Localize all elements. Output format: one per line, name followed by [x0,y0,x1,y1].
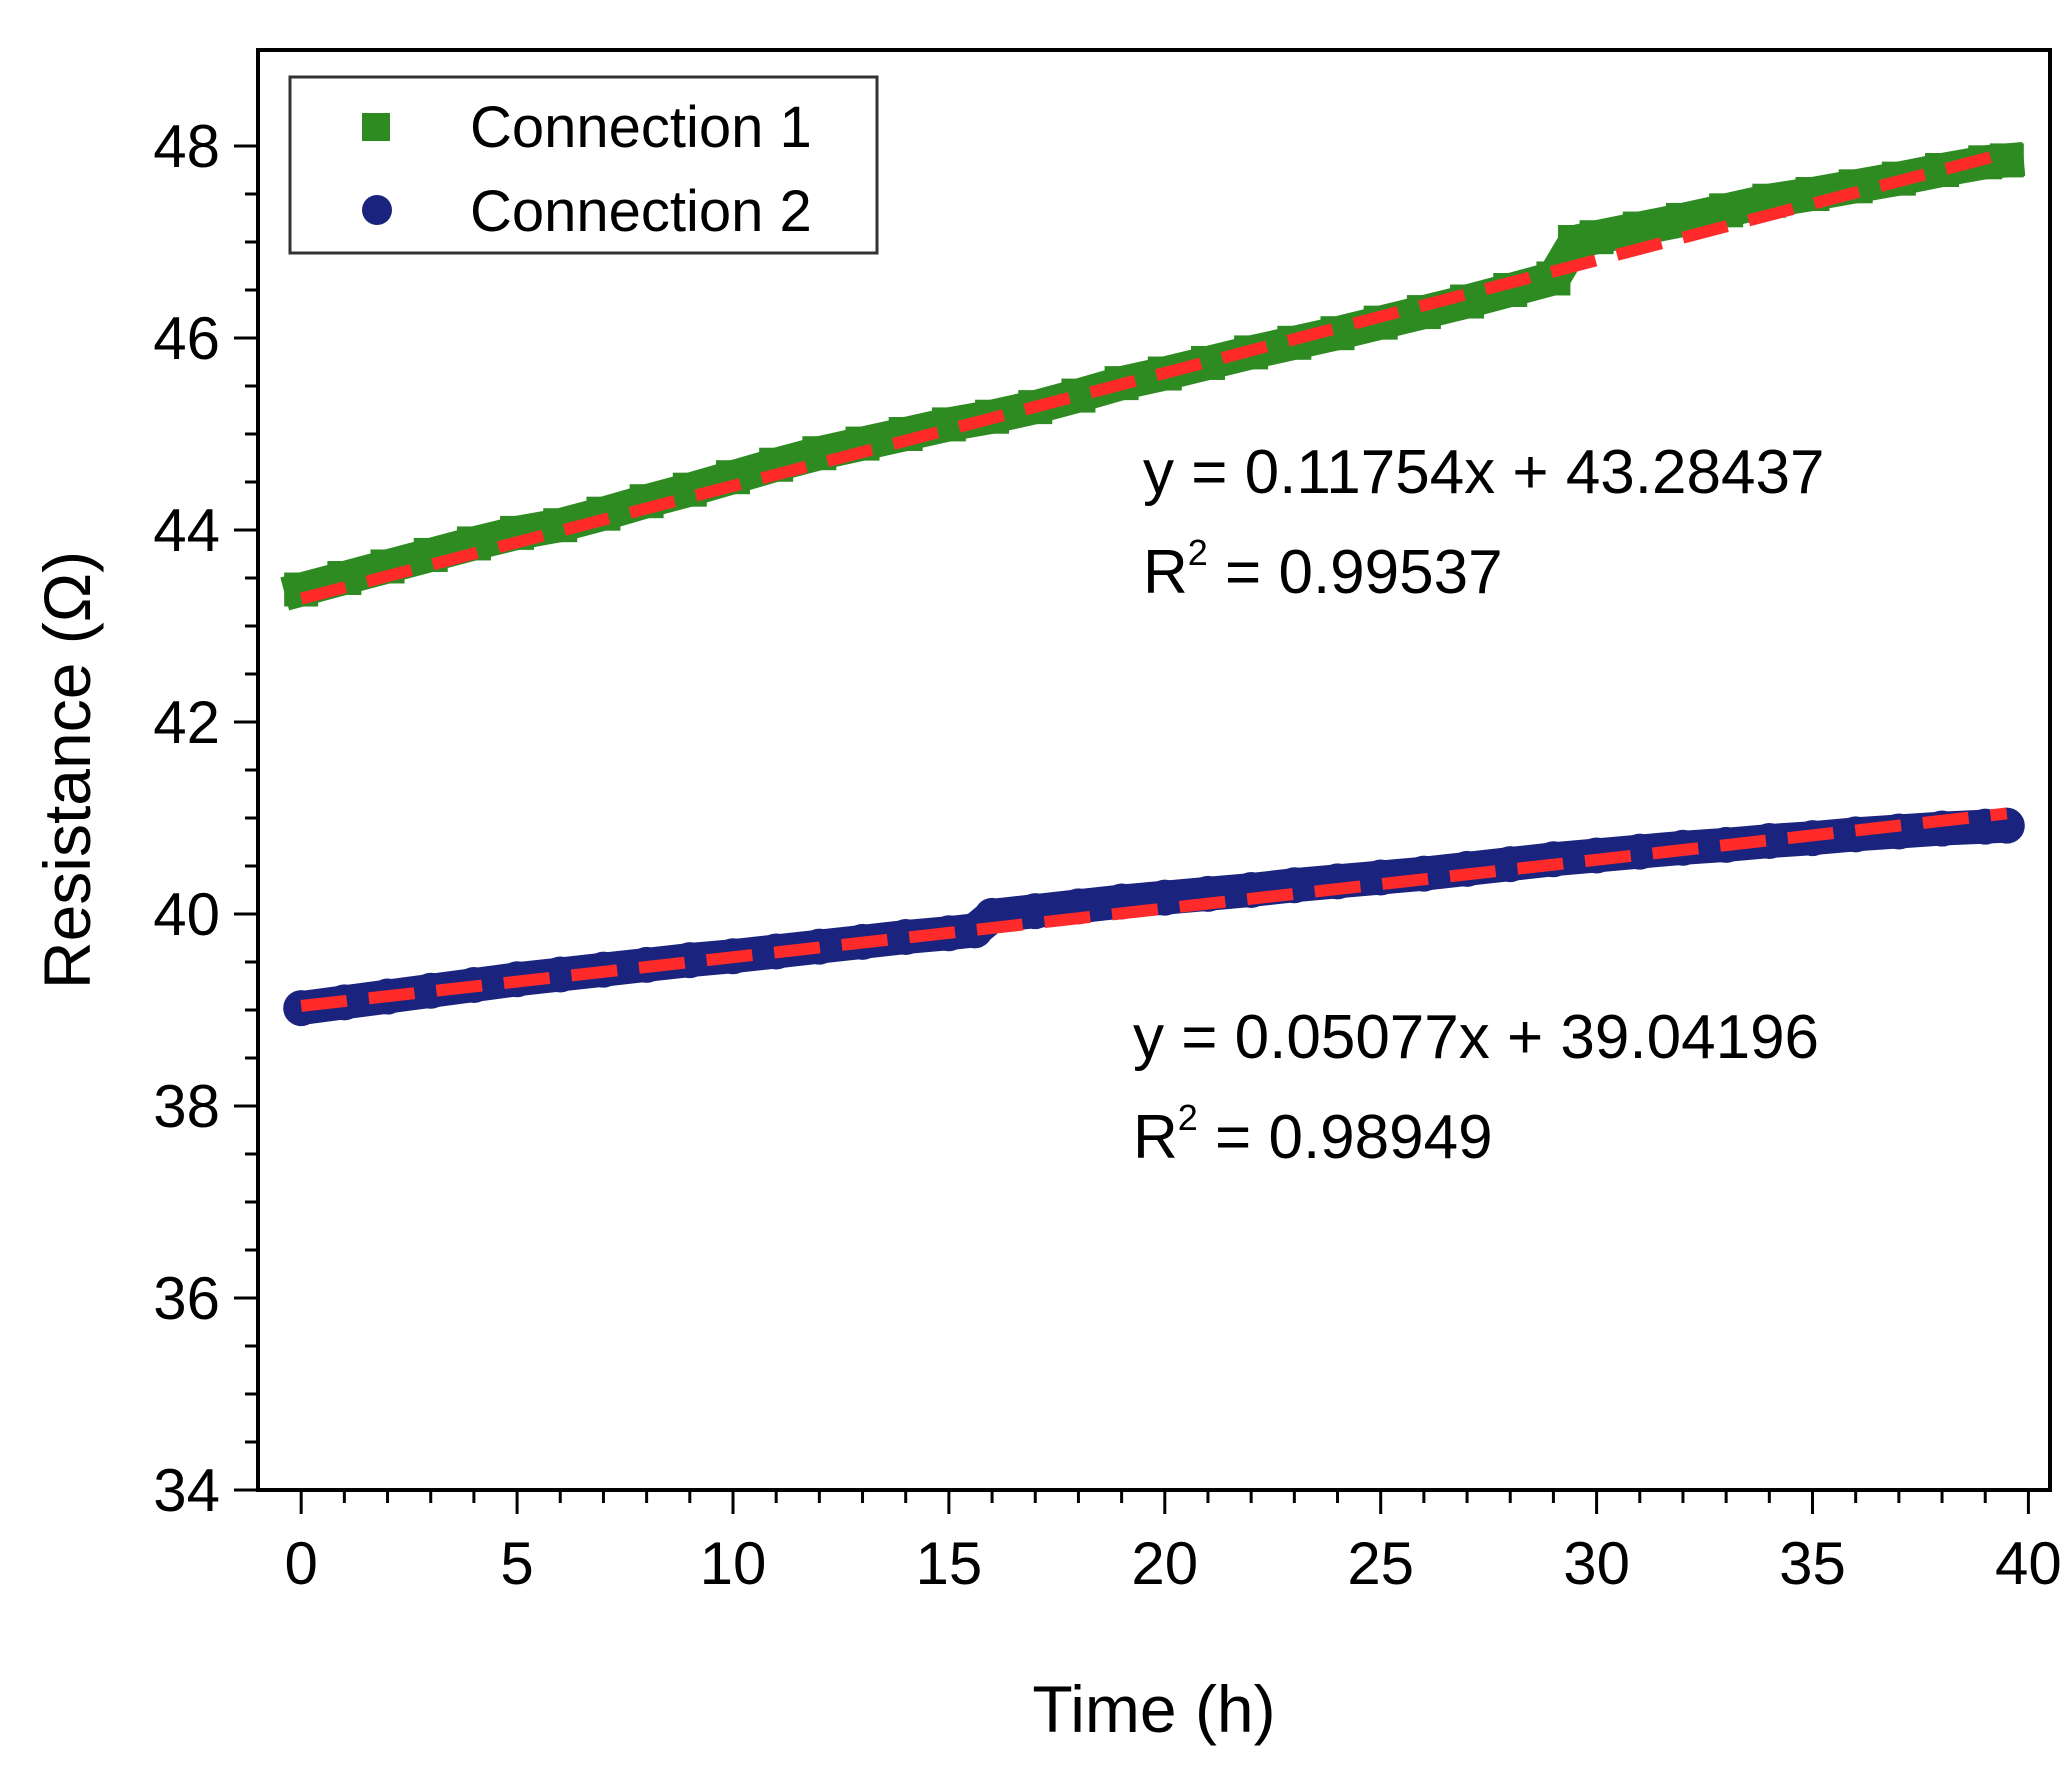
fit-lines [299,147,2009,1012]
legend: Connection 1 Connection 2 [288,75,879,255]
r2-exponent: 2 [1178,1097,1198,1138]
tick-labels: 0 5 10 15 20 25 30 35 40 34 36 38 40 42 44 46 48 [153,113,2062,1597]
legend-marker-connection-1 [362,113,390,141]
x-tick-label: 35 [1779,1530,1846,1597]
fit-line [299,147,2009,605]
x-tick-label: 20 [1131,1530,1198,1597]
x-tick-label: 15 [916,1530,983,1597]
r2-prefix: R [1143,538,1188,607]
x-tick-label: 25 [1347,1530,1414,1597]
data-point [412,972,449,1009]
data-point [542,956,579,993]
x-tick-label: 5 [500,1530,533,1597]
x-tick-label: 10 [700,1530,767,1597]
x-axis-title: Time (h) [1032,1672,1275,1746]
r-squared-connection-2: R2 = 0.98949 [1133,1097,1493,1172]
plot-frame [256,48,2052,1492]
data-point [1989,143,2024,178]
y-tick-label: 40 [153,881,220,948]
x-tick-label: 40 [1995,1530,2062,1597]
legend-box [288,75,879,255]
fit-line [300,807,2008,1012]
y-tick-label: 38 [153,1073,220,1140]
y-tick-label: 42 [153,689,220,756]
y-tick-label: 36 [153,1265,220,1332]
fit-equation-connection-2: y = 0.05077x + 39.04196 [1133,1003,1819,1072]
legend-label-connection-2: Connection 2 [470,179,812,244]
y-tick-label: 44 [153,497,220,564]
x-tick-label: 0 [284,1530,317,1597]
legend-marker-connection-2 [362,195,392,225]
r2-exponent: 2 [1188,532,1208,573]
y-tick-label: 46 [153,305,220,372]
y-tick-label: 48 [153,113,220,180]
r2-value: = 0.99537 [1208,538,1503,607]
y-axis-title: Resistance (Ω) [30,551,104,989]
r2-prefix: R [1133,1103,1178,1172]
data-point [1579,220,1614,255]
x-tick-label: 30 [1563,1530,1630,1597]
r2-value: = 0.98949 [1198,1103,1493,1172]
y-tick-label: 34 [153,1457,220,1524]
fit-equation-connection-1: y = 0.11754x + 43.28437 [1143,438,1824,507]
data-point [887,919,924,956]
data-point [1751,823,1788,860]
r-squared-connection-1: R2 = 0.99537 [1143,532,1503,607]
legend-label-connection-1: Connection 1 [470,95,812,160]
tick-marks [234,144,2030,1514]
